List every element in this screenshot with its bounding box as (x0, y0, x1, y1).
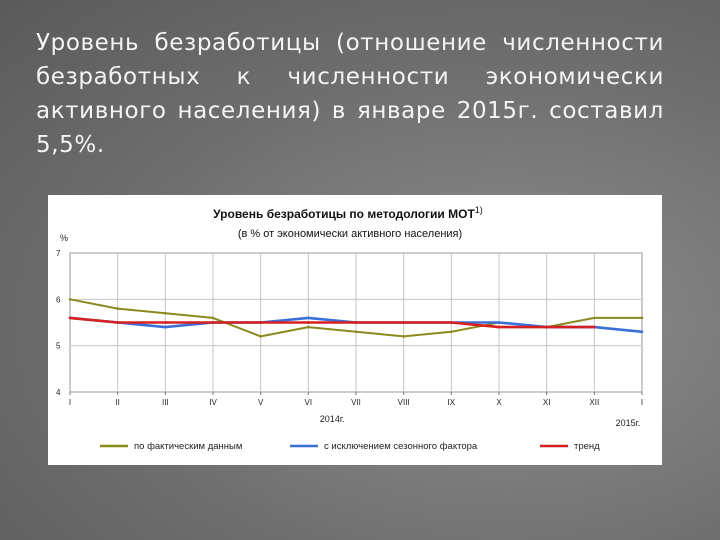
chart-subtitle: (в % от экономически активного населения… (238, 228, 462, 240)
data-point (402, 321, 405, 324)
x-tick-label: I (641, 398, 643, 407)
y-axis-label: % (60, 233, 68, 243)
x-tick-label: III (162, 398, 169, 407)
data-point (259, 321, 262, 324)
chart-title-footnote: 1) (475, 205, 483, 215)
chart-panel: Уровень безработицы по методологии МОТ1)… (48, 195, 662, 465)
legend-label-1: по фактическим данным (134, 441, 242, 452)
y-tick-label: 5 (56, 342, 61, 351)
data-point (116, 321, 119, 324)
data-point (307, 316, 310, 320)
x-tick-label: XII (589, 398, 599, 407)
x-tick-label: XI (543, 398, 551, 407)
x-tick-label: X (496, 398, 502, 407)
data-point (164, 325, 167, 329)
data-point (593, 325, 596, 329)
data-point (68, 316, 72, 320)
data-point (640, 316, 644, 320)
x-tick-label: V (258, 398, 264, 407)
data-point (497, 321, 501, 324)
legend-label-3: тренд (574, 441, 600, 452)
x-tick-label: VII (351, 398, 361, 407)
chart-title-text: Уровень безработицы по методологии МОТ (213, 207, 475, 221)
y-tick-label: 6 (56, 295, 61, 304)
data-point (450, 321, 453, 324)
y-tick-label: 4 (56, 388, 61, 397)
y-tick-label: 7 (56, 249, 61, 258)
data-point (211, 321, 215, 324)
data-point (259, 335, 262, 338)
data-point (307, 325, 310, 329)
chart-title: Уровень безработицы по методологии МОТ1) (213, 205, 483, 221)
x-tick-label: IX (448, 398, 456, 407)
data-point (164, 321, 167, 324)
x-tick-label: VI (305, 398, 313, 407)
data-point (450, 330, 453, 334)
data-point (164, 311, 167, 315)
x-tick-label: I (69, 398, 71, 407)
x-tick-label: II (115, 398, 119, 407)
x-tick-label: VIII (398, 398, 410, 407)
data-point (402, 335, 405, 338)
year-label-2014: 2014г. (320, 414, 345, 424)
unemployment-chart: Уровень безработицы по методологии МОТ1)… (56, 205, 644, 452)
data-point (68, 298, 72, 301)
data-point (640, 330, 644, 334)
data-point (545, 325, 548, 329)
data-point (211, 316, 215, 320)
data-point (354, 321, 358, 324)
data-point (307, 321, 310, 324)
data-point (593, 316, 596, 320)
slide-paragraph: Уровень безработицы (отношение численнос… (36, 30, 664, 158)
series-line-3 (69, 316, 595, 329)
legend-label-2: с исключением сезонного фактора (324, 441, 478, 452)
data-point (497, 325, 501, 329)
data-point (354, 330, 358, 334)
year-label-2015: 2015г. (616, 418, 641, 428)
x-tick-label: IV (209, 398, 217, 407)
data-point (116, 307, 119, 310)
